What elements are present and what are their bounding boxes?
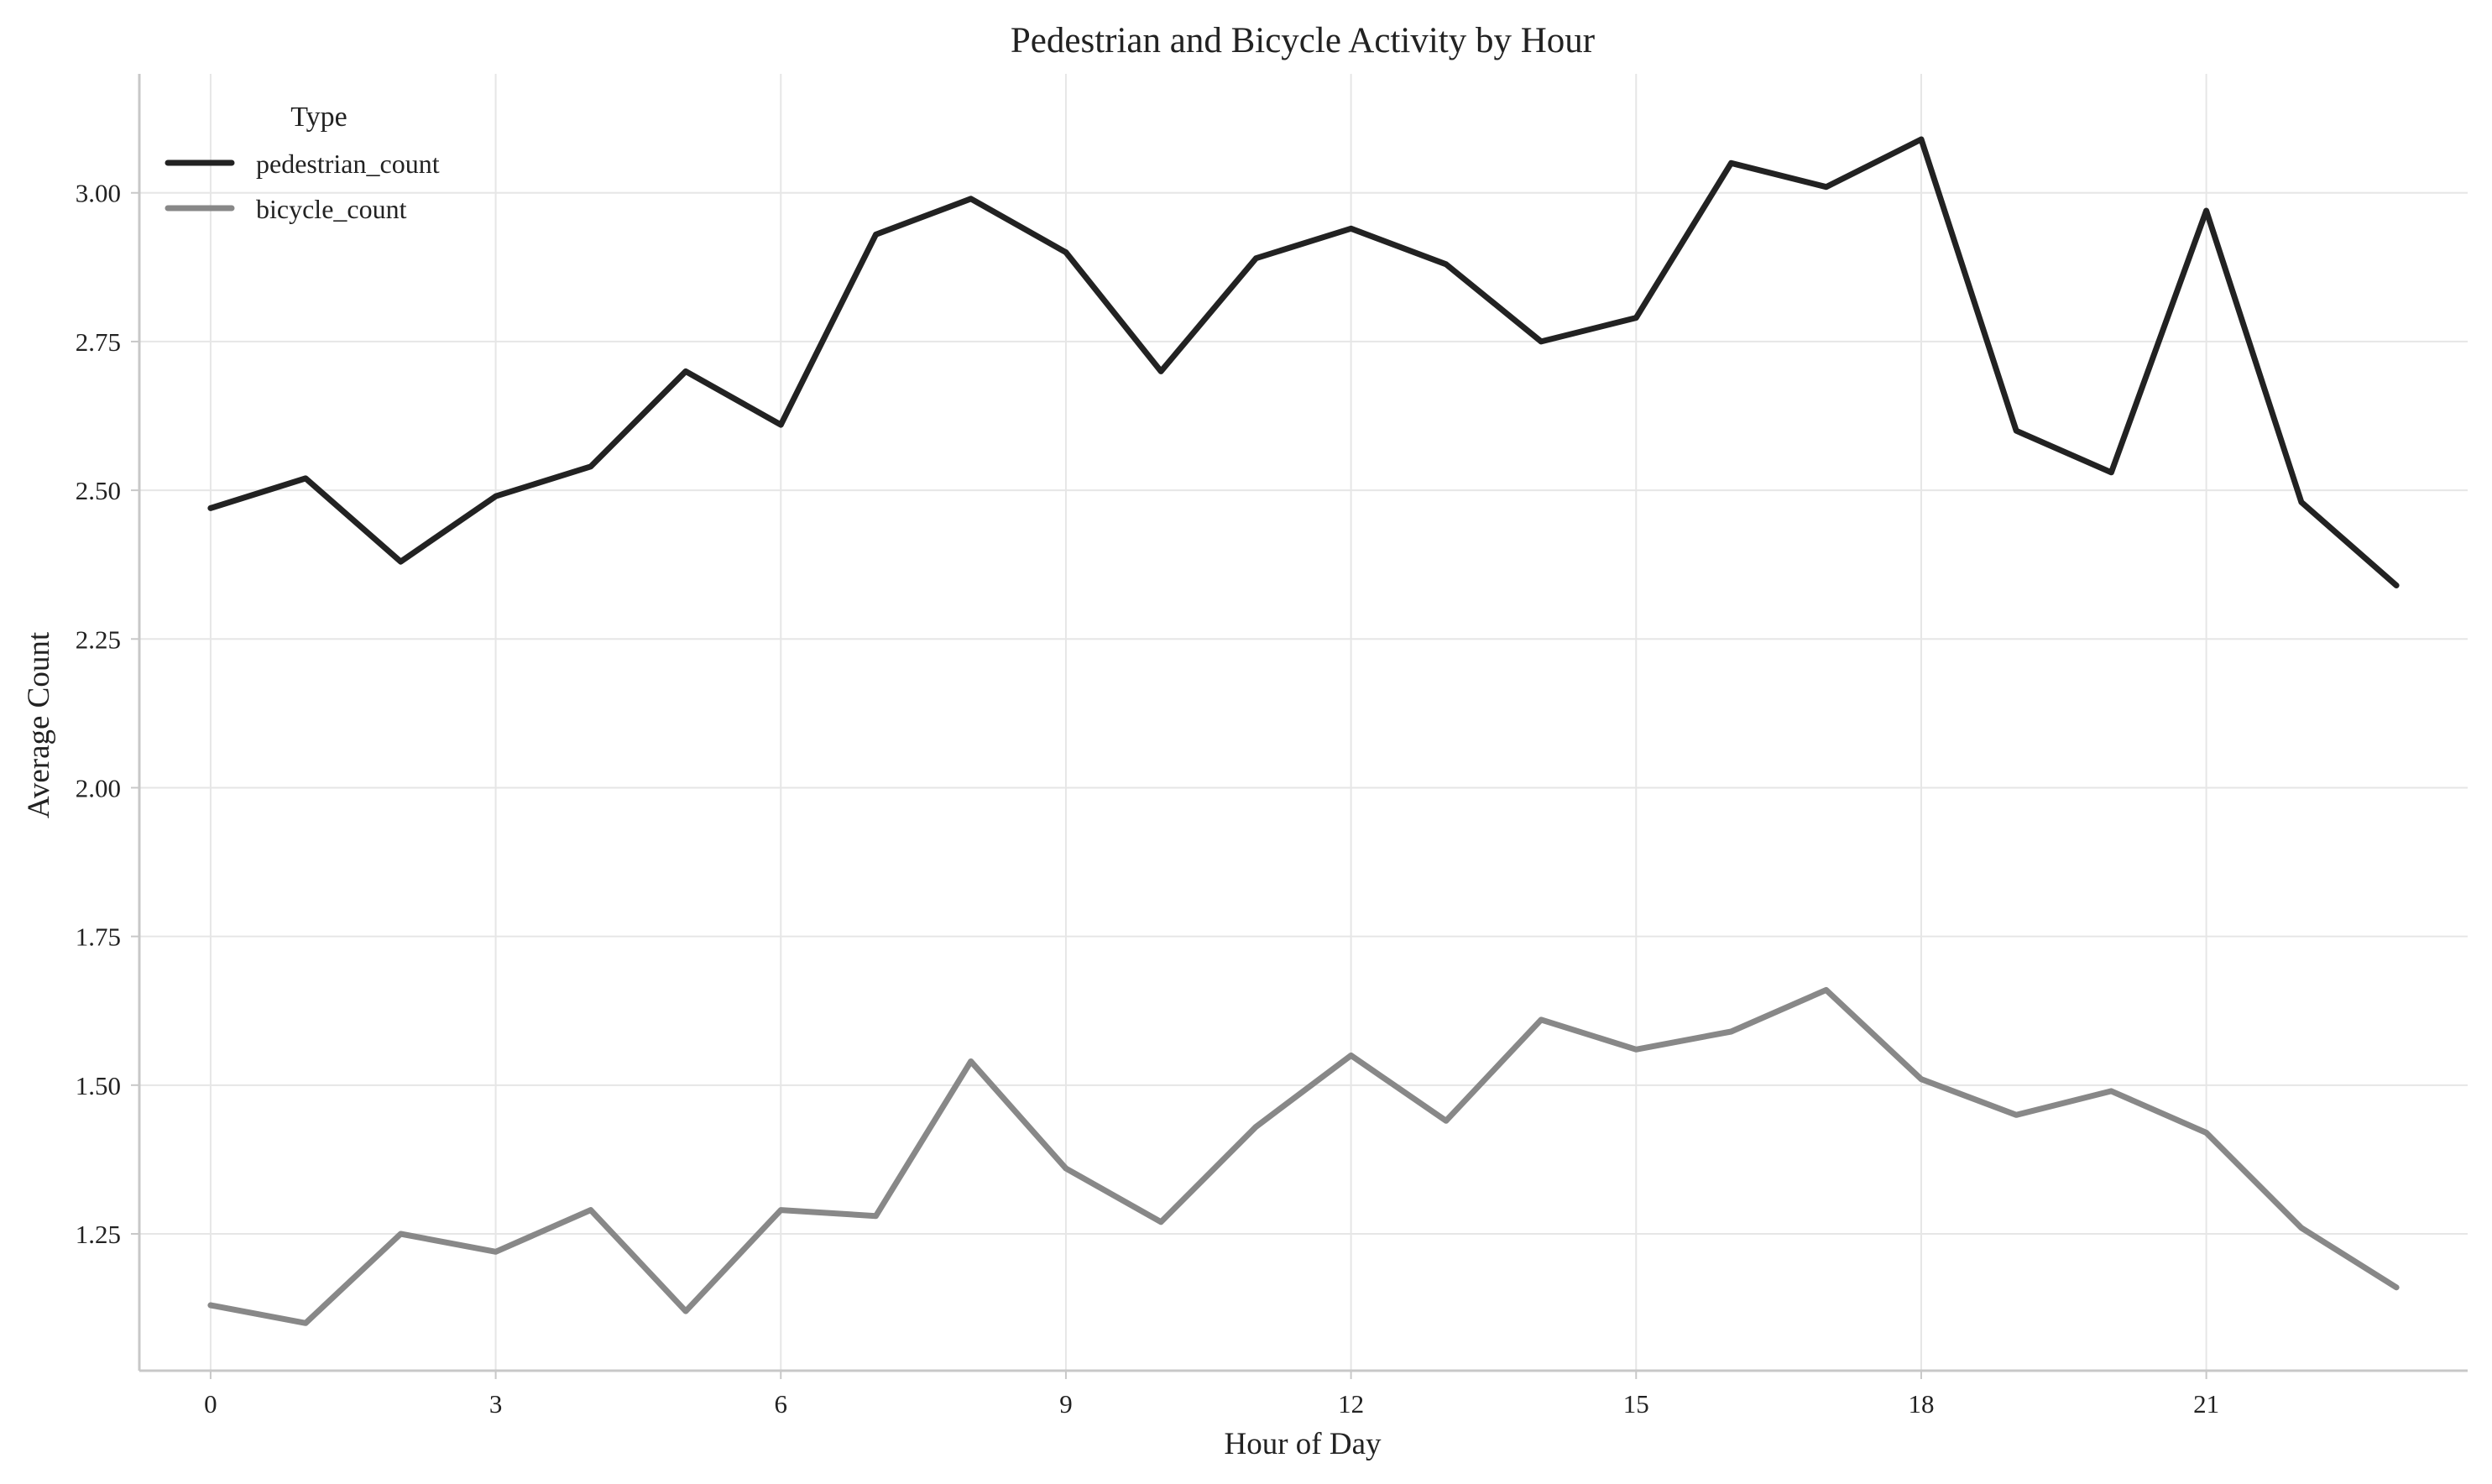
y-tick-label: 1.75 (76, 922, 121, 952)
legend: Type pedestrian_count bicycle_count (165, 102, 440, 224)
y-axis-label: Average Count (22, 631, 56, 818)
y-tick-label: 1.25 (76, 1220, 121, 1249)
grid-lines (139, 74, 2468, 1371)
x-tick-label: 0 (204, 1389, 217, 1419)
x-tick-label: 6 (775, 1389, 788, 1419)
x-tick-label: 12 (1338, 1389, 1364, 1419)
series-line-bicycle-count (207, 986, 2400, 1326)
axes-spines (138, 74, 2468, 1372)
y-tick-label: 2.00 (76, 773, 121, 802)
x-axis-label: Hour of Day (1224, 1427, 1382, 1461)
x-tick-label: 9 (1059, 1389, 1073, 1419)
series-lines (207, 136, 2400, 1326)
x-tick-label: 3 (489, 1389, 503, 1419)
series-line-pedestrian-count (207, 136, 2400, 588)
tick-labels: 0 3 6 9 12 15 18 21 1.25 1.50 1.75 2.00 2.25 2.50 2.75… (76, 179, 2219, 1419)
legend-label-bicycle-count: bicycle_count (256, 194, 407, 224)
legend-label-pedestrian-count: pedestrian_count (256, 149, 440, 179)
chart-title: Pedestrian and Bicycle Activity by Hour (1011, 21, 1595, 60)
y-tick-label: 1.50 (76, 1071, 121, 1100)
x-tick-label: 18 (1908, 1389, 1934, 1419)
legend-title: Type (290, 102, 347, 133)
x-tick-label: 15 (1623, 1389, 1649, 1419)
y-tick-label: 2.25 (76, 624, 121, 654)
y-tick-label: 2.50 (76, 476, 121, 505)
y-tick-label: 2.75 (76, 327, 121, 357)
x-tick-label: 21 (2193, 1389, 2219, 1419)
y-tick-label: 3.00 (76, 179, 121, 208)
